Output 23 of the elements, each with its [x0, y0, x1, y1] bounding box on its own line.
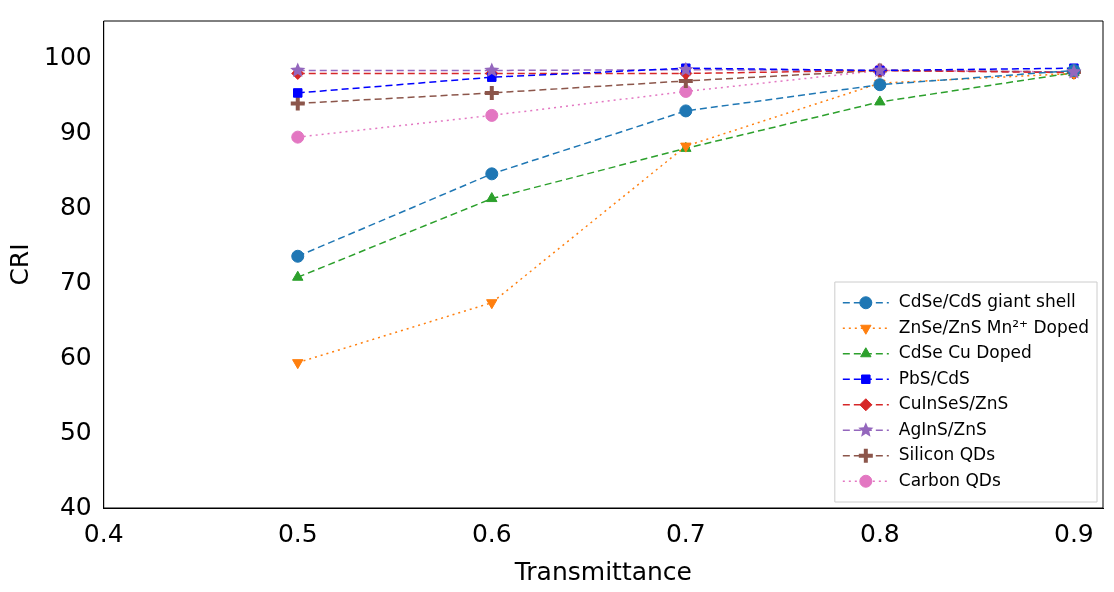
y-tick-label: 80 [59, 191, 92, 221]
legend-label: PbS/CdS [898, 367, 970, 388]
legend-label: Silicon QDs [898, 444, 996, 465]
x-axis-title: Transmittance [513, 556, 692, 586]
legend-label: ZnSe/ZnS Mn²⁺ Doped [898, 316, 1090, 337]
legend-label: CdSe/CdS giant shell [898, 291, 1076, 312]
legend-label: CuInSeS/ZnS [898, 393, 1009, 414]
y-axis-title: CRI [4, 243, 34, 286]
x-tick-label: 0.4 [83, 518, 124, 548]
x-tick-label: 0.7 [665, 518, 706, 548]
x-tick-label: 0.8 [859, 518, 900, 548]
y-tick-label: 40 [59, 491, 92, 521]
y-tick-label: 90 [59, 116, 92, 146]
x-tick-label: 0.6 [471, 518, 512, 548]
legend-label: CdSe Cu Doped [898, 342, 1032, 363]
y-tick-label: 100 [44, 41, 92, 71]
x-tick-label: 0.9 [1054, 518, 1094, 548]
x-tick-label: 0.5 [277, 518, 318, 548]
y-tick-label: 70 [59, 266, 92, 296]
y-tick-label: 60 [59, 341, 92, 371]
legend-label: Carbon QDs [898, 469, 1001, 490]
legend-label: AgInS/ZnS [898, 418, 987, 439]
y-tick-label: 50 [59, 416, 92, 446]
